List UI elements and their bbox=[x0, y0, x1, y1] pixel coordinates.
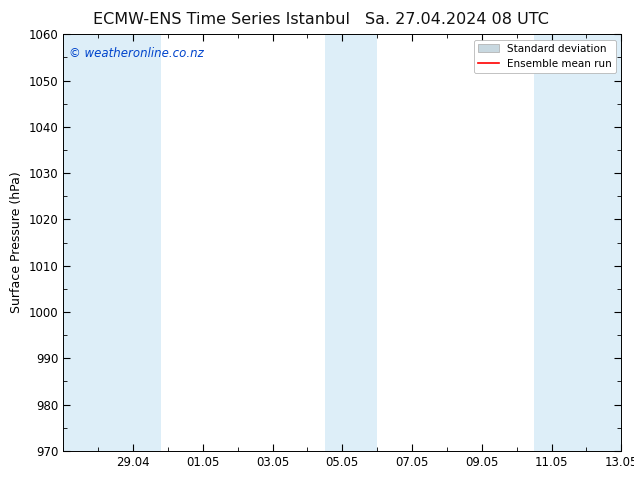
Bar bbox=[534, 34, 621, 451]
Bar bbox=[325, 34, 377, 451]
Legend: Standard deviation, Ensemble mean run: Standard deviation, Ensemble mean run bbox=[474, 40, 616, 73]
Text: © weatheronline.co.nz: © weatheronline.co.nz bbox=[69, 47, 204, 60]
Y-axis label: Surface Pressure (hPa): Surface Pressure (hPa) bbox=[10, 172, 23, 314]
Text: Sa. 27.04.2024 08 UTC: Sa. 27.04.2024 08 UTC bbox=[365, 12, 548, 27]
Bar bbox=[63, 34, 161, 451]
Text: ECMW-ENS Time Series Istanbul: ECMW-ENS Time Series Istanbul bbox=[93, 12, 351, 27]
